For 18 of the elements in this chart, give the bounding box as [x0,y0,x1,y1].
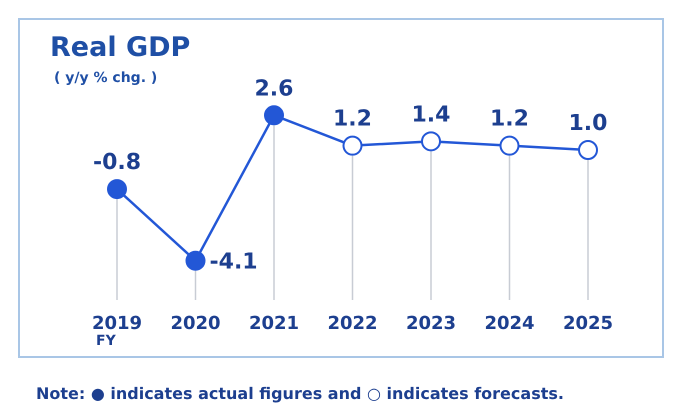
x-tick-label: 2021 [248,312,300,334]
chart-title: Real GDP [50,32,190,63]
text: Note: ● indicates actual figures and ○ indicates forecasts. [36,384,564,403]
x-tick-label: 2019 [92,312,142,334]
data-label: 2.6 [254,76,294,102]
x-tick-label: 2024 [484,312,535,334]
x-tick-label: 2022 [327,312,378,334]
x-tick-label: 2023 [406,312,456,334]
data-label: 1.2 [333,106,372,132]
chart-subtitle: ( y/y % chg. ) [54,70,158,86]
data-label: -4.1 [210,250,258,275]
x-axis-title: FY [96,333,116,349]
x-tick-label: 2025 [562,312,614,334]
data-label: 1.4 [412,102,450,128]
x-tick-label: 2020 [170,312,221,334]
data-label: -0.8 [92,150,142,176]
data-label: 1.2 [490,106,529,132]
data-label: 1.0 [568,111,608,136]
